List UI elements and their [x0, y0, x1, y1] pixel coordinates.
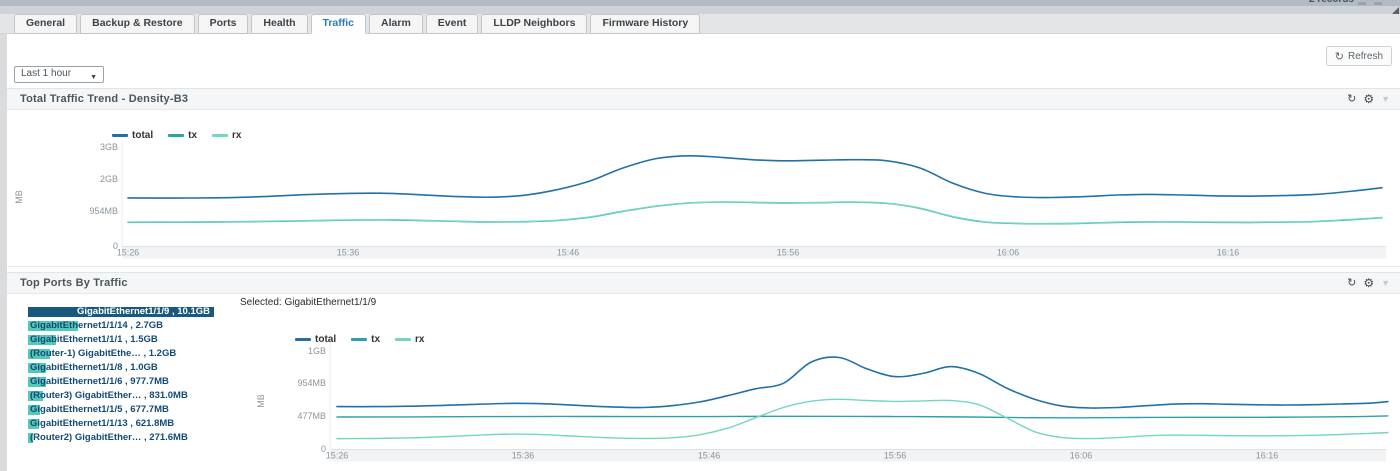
refresh-icon: ↻ — [1334, 50, 1344, 63]
port-bar — [28, 433, 33, 443]
tab-traffic[interactable]: Traffic — [310, 14, 367, 34]
port-bar-label: GigabitEthernet1/1/14 , 2.7GB — [30, 320, 164, 331]
port-bar-label: GigabitEthernet1/1/9 , 10.1GB — [76, 306, 210, 317]
window-top-strip: 2 records — [0, 0, 1400, 6]
panel-tools-top-ports: ↻ ⚙ ▼ — [1347, 276, 1390, 290]
port-bar-label: GigabitEthernet1/1/5 , 677.7MB — [30, 404, 169, 415]
window-icon — [1374, 2, 1382, 5]
filter-icon[interactable]: ▼ — [1381, 94, 1390, 104]
port-bar-row[interactable]: GigabitEthernet1/1/8 , 1.0GB — [28, 363, 214, 377]
port-bar — [28, 307, 214, 317]
legend-item-total[interactable]: total — [112, 130, 153, 141]
tab-bar: General Backup & Restore Ports Health Traffi… — [0, 14, 1400, 34]
tab-event[interactable]: Event — [425, 14, 479, 34]
window-icon — [1358, 2, 1366, 5]
port-bar — [28, 335, 56, 345]
port-bar-row[interactable]: GigabitEthernet1/1/13 , 621.8MB — [28, 419, 214, 433]
refresh-button-label: Refresh — [1347, 50, 1383, 62]
legend-swatch — [295, 338, 311, 341]
legend-label: rx — [415, 334, 425, 345]
port-bar-row[interactable]: (Router2) GigabitEther… , 271.6MB — [28, 433, 214, 447]
legend-item-tx[interactable]: tx — [168, 130, 197, 141]
panel-header-trend: Total Traffic Trend - Density-B3 ↻ ⚙ ▼ — [7, 88, 1400, 110]
panel-tools-trend: ↻ ⚙ ▼ — [1347, 92, 1390, 106]
legend-swatch — [395, 338, 412, 341]
port-bar-label: GigabitEthernet1/1/6 , 977.7MB — [30, 376, 169, 387]
tab-health[interactable]: Health — [251, 14, 308, 34]
port-bar — [28, 419, 40, 429]
tab-ports[interactable]: Ports — [197, 14, 249, 34]
panel-title-trend: Total Traffic Trend - Density-B3 — [20, 93, 189, 105]
port-bar-label: GigabitEthernet1/1/13 , 621.8MB — [30, 418, 175, 429]
legend-swatch — [168, 134, 185, 137]
legend-item-total[interactable]: total — [295, 334, 336, 345]
legend-label: rx — [232, 130, 242, 141]
port-bar-row[interactable]: GigabitEthernet1/1/9 , 10.1GB — [28, 307, 214, 321]
port-bar — [28, 405, 41, 415]
divider — [7, 266, 1400, 267]
port-bar-row[interactable]: GigabitEthernet1/1/1 , 1.5GB — [28, 335, 214, 349]
port-bar — [28, 377, 46, 387]
legend-item-rx[interactable]: rx — [212, 130, 241, 141]
port-bar-row[interactable]: (Router3) GigabitEther… , 831.0MB — [28, 391, 214, 405]
port-bar-row[interactable]: GigabitEthernet1/1/6 , 977.7MB — [28, 377, 214, 391]
legend-label: tx — [371, 334, 381, 345]
panel-title-top-ports: Top Ports By Traffic — [20, 277, 128, 289]
time-range-select[interactable]: Last 1 hour ▼ — [14, 66, 104, 83]
port-bar-label: GigabitEthernet1/1/1 , 1.5GB — [30, 334, 158, 345]
port-bar-row[interactable]: GigabitEthernet1/1/5 , 677.7MB — [28, 405, 214, 419]
port-bar — [28, 349, 51, 359]
selected-port-label: Selected: GigabitEthernet1/1/9 — [240, 297, 377, 308]
records-count-text: 2 records — [1309, 0, 1354, 5]
gear-icon[interactable]: ⚙ — [1363, 276, 1375, 290]
tabs-container: General Backup & Restore Ports Health Traffi… — [14, 14, 701, 34]
tab-lldp-neighbors[interactable]: LLDP Neighbors — [481, 14, 588, 34]
filter-icon[interactable]: ▼ — [1381, 278, 1390, 288]
port-bar — [28, 363, 47, 373]
gear-icon[interactable]: ⚙ — [1363, 92, 1375, 106]
legend-selected-port: total tx rx — [295, 334, 424, 345]
legend-label: tx — [188, 130, 198, 141]
top-ports-bar-chart: GigabitEthernet1/1/9 , 10.1GB GigabitEthe… — [28, 307, 214, 447]
legend-item-tx[interactable]: tx — [351, 334, 380, 345]
chevron-down-icon: ▼ — [90, 74, 97, 81]
panel-refresh-icon[interactable]: ↻ — [1347, 277, 1357, 289]
refresh-button[interactable]: ↻ Refresh — [1325, 46, 1392, 66]
resize-handle-icon[interactable] — [1391, 7, 1399, 15]
time-range-value: Last 1 hour — [21, 68, 72, 79]
port-bar — [28, 391, 43, 401]
legend-trend: total tx rx — [112, 130, 241, 141]
port-bar-label: (Router2) GigabitEther… , 271.6MB — [30, 432, 188, 443]
port-bar-label: (Router3) GigabitEther… , 831.0MB — [30, 390, 188, 401]
left-gutter — [0, 34, 7, 471]
port-bar-row[interactable]: GigabitEthernet1/1/14 , 2.7GB — [28, 321, 214, 335]
window-sub-strip — [0, 6, 1400, 14]
legend-label: total — [315, 334, 337, 345]
tab-backup-restore[interactable]: Backup & Restore — [80, 14, 195, 34]
port-bar-row[interactable]: (Router-1) GigabitEthe… , 1.2GB — [28, 349, 214, 363]
port-bar-label: GigabitEthernet1/1/8 , 1.0GB — [30, 362, 158, 373]
port-bar — [28, 321, 78, 331]
legend-swatch — [212, 134, 229, 137]
tab-firmware-history[interactable]: Firmware History — [590, 14, 701, 34]
legend-label: total — [132, 130, 154, 141]
port-bar-label: (Router-1) GigabitEthe… , 1.2GB — [30, 348, 177, 359]
panel-header-top-ports: Top Ports By Traffic ↻ ⚙ ▼ — [7, 272, 1400, 294]
tab-alarm[interactable]: Alarm — [369, 14, 423, 34]
panel-refresh-icon[interactable]: ↻ — [1347, 93, 1357, 105]
tab-general[interactable]: General — [14, 14, 78, 34]
legend-item-rx[interactable]: rx — [395, 334, 424, 345]
legend-swatch — [351, 338, 368, 341]
legend-swatch — [112, 134, 128, 137]
